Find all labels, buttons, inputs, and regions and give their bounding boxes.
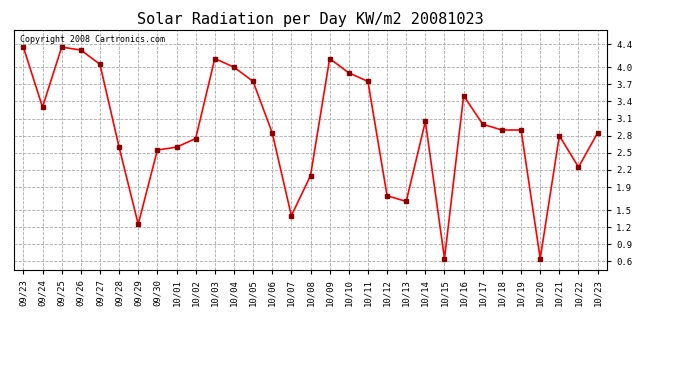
- Text: Copyright 2008 Cartronics.com: Copyright 2008 Cartronics.com: [20, 35, 165, 44]
- Title: Solar Radiation per Day KW/m2 20081023: Solar Radiation per Day KW/m2 20081023: [137, 12, 484, 27]
